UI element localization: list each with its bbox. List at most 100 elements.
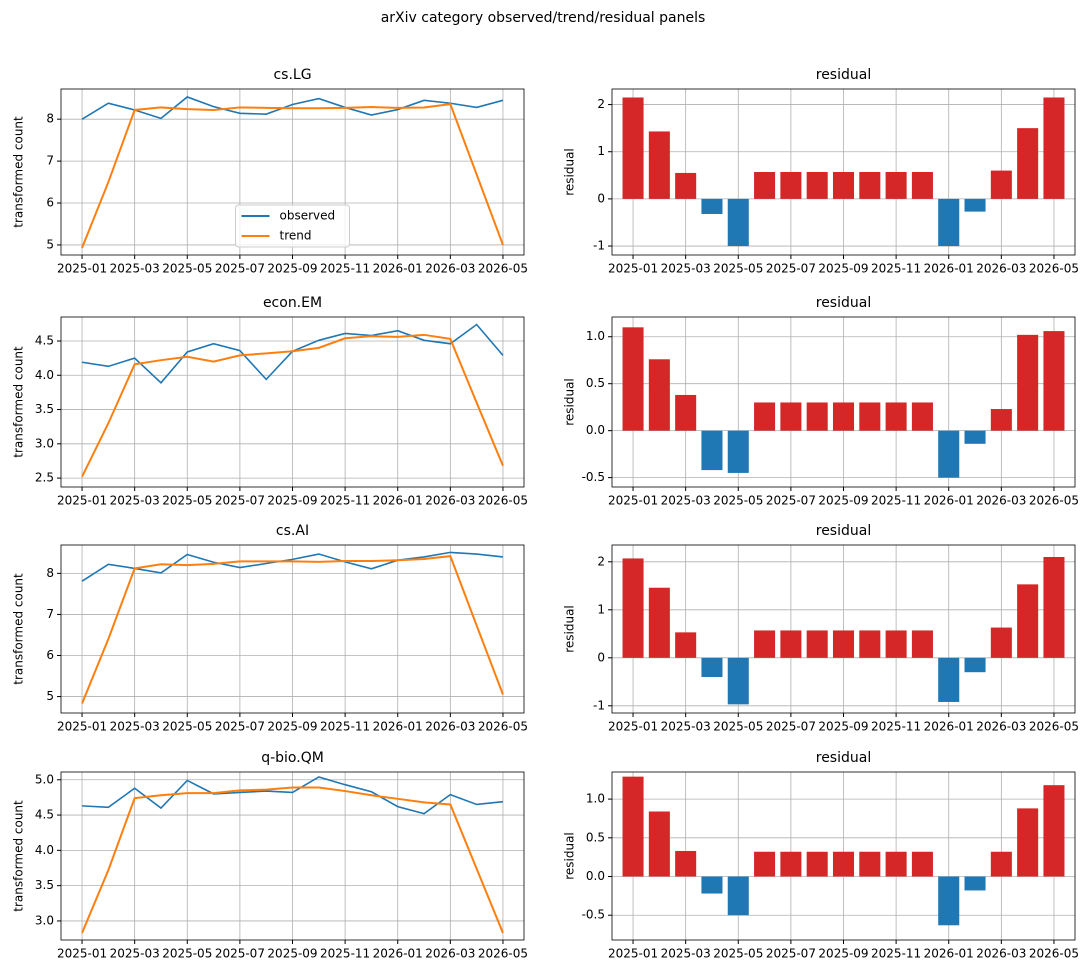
x-tick-label: 2025-09 — [267, 947, 317, 961]
bar — [622, 776, 644, 877]
bar — [938, 430, 960, 478]
x-tick-label: 2025-03 — [110, 262, 160, 276]
bar — [622, 327, 644, 431]
bar — [806, 172, 828, 199]
x-tick-label: 2025-03 — [661, 720, 711, 734]
panel-title: residual — [816, 295, 871, 311]
x-tick-label: 2025-09 — [818, 947, 868, 961]
y-axis-label: transformed count — [12, 116, 26, 228]
y-tick-label: 5 — [46, 689, 54, 703]
y-tick-label: 0.5 — [586, 830, 605, 844]
bar — [964, 430, 986, 444]
bar — [832, 630, 855, 658]
axes-frame — [60, 316, 525, 488]
bar — [859, 630, 881, 658]
x-tick-label: 2026-01 — [373, 262, 423, 276]
x-tick-label: 2026-03 — [425, 720, 475, 734]
bar — [832, 172, 855, 199]
x-tick-label: 2026-01 — [373, 947, 423, 961]
y-axis-label: residual — [563, 605, 577, 653]
bar — [1043, 557, 1065, 658]
x-tick-label: 2025-03 — [661, 947, 711, 961]
x-tick-label: 2025-01 — [608, 947, 658, 961]
x-tick-label: 2025-05 — [713, 262, 763, 276]
series-line — [81, 786, 504, 934]
bar — [754, 172, 776, 199]
y-tick-label: 4.5 — [35, 333, 54, 347]
bar — [806, 851, 828, 877]
bar — [701, 198, 723, 214]
bar — [806, 402, 828, 431]
bar — [938, 876, 960, 926]
legend-label: observed — [280, 209, 336, 223]
x-tick-label: 2025-11 — [320, 494, 370, 508]
x-tick-label: 2026-03 — [976, 947, 1026, 961]
panel-title: cs.AI — [276, 523, 309, 539]
legend-label: trend — [280, 229, 312, 243]
x-tick-label: 2026-05 — [478, 494, 528, 508]
x-tick-label: 2025-11 — [871, 720, 921, 734]
panel-title: residual — [816, 750, 871, 766]
y-tick-label: 3.5 — [35, 878, 54, 892]
x-tick-label: 2026-05 — [1029, 947, 1079, 961]
y-tick-label: 2 — [597, 97, 605, 111]
x-tick-label: 2026-05 — [1029, 720, 1079, 734]
bar — [675, 172, 697, 199]
x-tick-label: 2025-01 — [57, 262, 107, 276]
axes-frame — [611, 316, 1076, 488]
bar — [780, 402, 802, 431]
bar — [911, 402, 933, 431]
axes-frame — [60, 544, 525, 714]
x-tick-label: 2026-05 — [478, 262, 528, 276]
bar — [832, 402, 855, 431]
x-tick-label: 2025-03 — [661, 262, 711, 276]
bar — [990, 627, 1012, 658]
bar — [1017, 128, 1039, 199]
x-tick-label: 2026-03 — [976, 494, 1026, 508]
panel-title: econ.EM — [263, 295, 322, 311]
x-tick-label: 2025-07 — [766, 494, 816, 508]
x-tick-label: 2025-07 — [766, 947, 816, 961]
x-tick-label: 2025-01 — [57, 494, 107, 508]
panel-title: cs.LG — [273, 67, 311, 83]
x-tick-label: 2025-05 — [162, 262, 212, 276]
series-line — [81, 102, 504, 249]
x-tick-label: 2026-05 — [478, 720, 528, 734]
y-tick-label: 1 — [597, 602, 605, 616]
y-tick-label: 5 — [46, 237, 54, 251]
bar — [727, 430, 749, 473]
axes-frame — [60, 88, 525, 256]
bar — [990, 851, 1012, 877]
x-tick-label: 2025-09 — [818, 262, 868, 276]
x-tick-label: 2026-01 — [373, 494, 423, 508]
bar — [859, 172, 881, 199]
axes-frame — [611, 771, 1076, 941]
x-tick-label: 2025-05 — [713, 720, 763, 734]
bar — [701, 876, 723, 894]
x-tick-label: 2025-09 — [818, 494, 868, 508]
x-tick-label: 2025-01 — [608, 720, 658, 734]
x-tick-label: 2025-05 — [162, 720, 212, 734]
x-tick-label: 2025-11 — [871, 262, 921, 276]
x-tick-label: 2025-03 — [110, 947, 160, 961]
x-tick-label: 2026-01 — [924, 720, 974, 734]
y-tick-label: 5.0 — [35, 772, 54, 786]
x-tick-label: 2025-05 — [162, 947, 212, 961]
x-tick-label: 2025-03 — [110, 494, 160, 508]
bar — [832, 851, 855, 877]
x-tick-label: 2026-03 — [425, 494, 475, 508]
x-tick-label: 2026-03 — [976, 720, 1026, 734]
y-tick-label: 0.0 — [586, 423, 605, 437]
x-tick-label: 2025-01 — [57, 720, 107, 734]
series-line — [82, 776, 504, 815]
x-tick-label: 2025-01 — [608, 262, 658, 276]
y-tick-label: 2 — [597, 554, 605, 568]
bar — [754, 402, 776, 431]
x-tick-label: 2025-01 — [57, 947, 107, 961]
bar — [885, 630, 907, 658]
x-tick-label: 2026-03 — [425, 947, 475, 961]
bar — [675, 850, 697, 877]
bar — [727, 198, 749, 247]
bar — [859, 402, 881, 431]
